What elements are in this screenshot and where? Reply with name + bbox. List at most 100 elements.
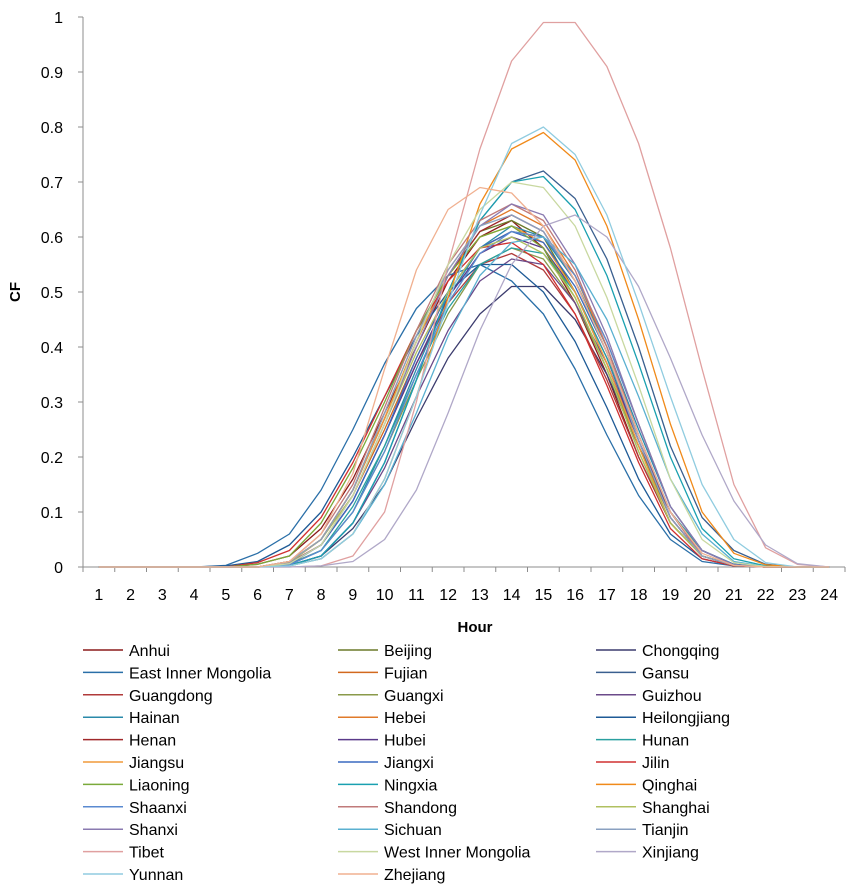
series-line-jilin	[98, 241, 830, 568]
series-line-qinghai	[98, 131, 830, 568]
x-tick-label: 11	[408, 587, 425, 604]
legend-label: Tibet	[129, 845, 165, 862]
legend-label: Chongqing	[642, 643, 719, 660]
legend-item: Jiangxi	[338, 755, 434, 772]
legend-item: Jilin	[596, 755, 670, 772]
legend-label: Shandong	[384, 800, 457, 817]
series-line-fujian	[98, 230, 830, 568]
legend-item: Hunan	[596, 733, 689, 750]
legend-label: Ningxia	[384, 777, 437, 794]
series-line-zhejiang	[98, 186, 830, 568]
y-tick-label: 0.2	[41, 450, 63, 467]
series-line-yunnan	[98, 126, 830, 568]
series-line-east-inner-mongolia	[98, 263, 830, 568]
legend-item: Shandong	[338, 800, 457, 817]
legend-item: East Inner Mongolia	[83, 665, 271, 682]
legend-label: Xinjiang	[642, 845, 699, 862]
x-tick-label: 8	[317, 587, 326, 604]
x-tick-label: 24	[820, 587, 838, 604]
legend-label: Liaoning	[129, 777, 190, 794]
x-tick-label: 21	[725, 587, 743, 604]
x-tick-label: 12	[439, 587, 457, 604]
legend-label: Hebei	[384, 710, 426, 727]
legend-label: Guizhou	[642, 688, 702, 705]
legend-item: Zhejiang	[338, 867, 445, 884]
x-tick-label: 7	[285, 587, 294, 604]
y-tick-label: 0.5	[41, 285, 63, 302]
legend-label: Anhui	[129, 643, 170, 660]
x-tick-label: 10	[376, 587, 394, 604]
legend-label: Shaanxi	[129, 800, 187, 817]
x-axis-title: Hour	[458, 619, 493, 636]
y-tick-label: 0.8	[41, 120, 63, 137]
x-tick-label: 1	[94, 587, 103, 604]
series-line-guangdong	[98, 252, 830, 568]
x-tick-label: 4	[190, 587, 199, 604]
y-tick-label: 1	[54, 10, 63, 27]
legend-label: Gansu	[642, 665, 689, 682]
series-line-hunan	[98, 247, 830, 568]
series-lines	[98, 21, 830, 568]
y-tick-label: 0.1	[41, 505, 63, 522]
legend-item: Ningxia	[338, 777, 437, 794]
series-line-gansu	[98, 170, 830, 568]
legend-label: Guangxi	[384, 688, 444, 705]
legend-label: Heilongjiang	[642, 710, 730, 727]
y-tick-label: 0.3	[41, 395, 63, 412]
legend-item: Anhui	[83, 643, 170, 660]
series-line-hebei	[98, 208, 830, 568]
legend-item: Yunnan	[83, 867, 183, 884]
series-line-chongqing	[98, 285, 830, 568]
y-tick-label: 0	[54, 560, 63, 577]
legend-label: Yunnan	[129, 867, 183, 884]
series-line-west-inner-mongolia	[98, 181, 830, 568]
series-line-shaanxi	[98, 230, 830, 568]
y-tick-label: 0.7	[41, 175, 63, 192]
x-tick-label: 19	[661, 587, 679, 604]
legend-item: Shaanxi	[83, 800, 187, 817]
x-axis: 1 2 3 4 5 6 7 8 9 10 11 12 13 14 15 16 17 18 19 20 21 22 23 24	[82, 566, 846, 604]
x-tick-label: 13	[471, 587, 489, 604]
series-line-tibet	[98, 21, 830, 568]
y-axis-title: CF	[7, 282, 24, 302]
legend-item: Qinghai	[596, 777, 697, 794]
series-line-guangxi	[98, 247, 830, 568]
legend: Anhui Beijing Chongqing East Inner Mongolia…	[83, 643, 730, 884]
series-line-heilongjiang	[98, 263, 830, 568]
legend-item: Tibet	[83, 845, 165, 862]
legend-label: Henan	[129, 733, 176, 750]
y-axis: 0 0.1 0.2 0.3 0.4 0.5 0.6 0.7 0.8 0.9 1	[41, 10, 84, 577]
legend-label: Jiangsu	[129, 755, 184, 772]
x-tick-label: 23	[788, 587, 806, 604]
legend-label: Fujian	[384, 665, 428, 682]
x-tick-label: 17	[598, 587, 616, 604]
legend-item: Hebei	[338, 710, 426, 727]
x-tick-label: 14	[503, 587, 521, 604]
legend-label: Guangdong	[129, 688, 213, 705]
legend-item: Guangxi	[338, 688, 444, 705]
legend-item: Guizhou	[596, 688, 702, 705]
legend-label: Qinghai	[642, 777, 697, 794]
x-tick-label: 22	[757, 587, 775, 604]
legend-label: Jiangxi	[384, 755, 434, 772]
y-tick-label: 0.4	[41, 340, 63, 357]
y-tick-label: 0.6	[41, 230, 63, 247]
legend-item: Tianjin	[596, 822, 689, 839]
legend-item: Beijing	[338, 643, 432, 660]
legend-item: Gansu	[596, 665, 689, 682]
legend-label: Hunan	[642, 733, 689, 750]
x-tick-label: 6	[253, 587, 262, 604]
legend-item: Shanghai	[596, 800, 710, 817]
x-tick-label: 5	[221, 587, 230, 604]
legend-item: Fujian	[338, 665, 428, 682]
x-tick-label: 15	[534, 587, 552, 604]
legend-item: Guangdong	[83, 688, 213, 705]
legend-label: Tianjin	[642, 822, 689, 839]
legend-label: Sichuan	[384, 822, 442, 839]
x-tick-label: 2	[126, 587, 135, 604]
legend-item: Hainan	[83, 710, 180, 727]
series-line-jiangxi	[98, 230, 830, 568]
legend-item: Xinjiang	[596, 845, 699, 862]
legend-label: Hainan	[129, 710, 180, 727]
